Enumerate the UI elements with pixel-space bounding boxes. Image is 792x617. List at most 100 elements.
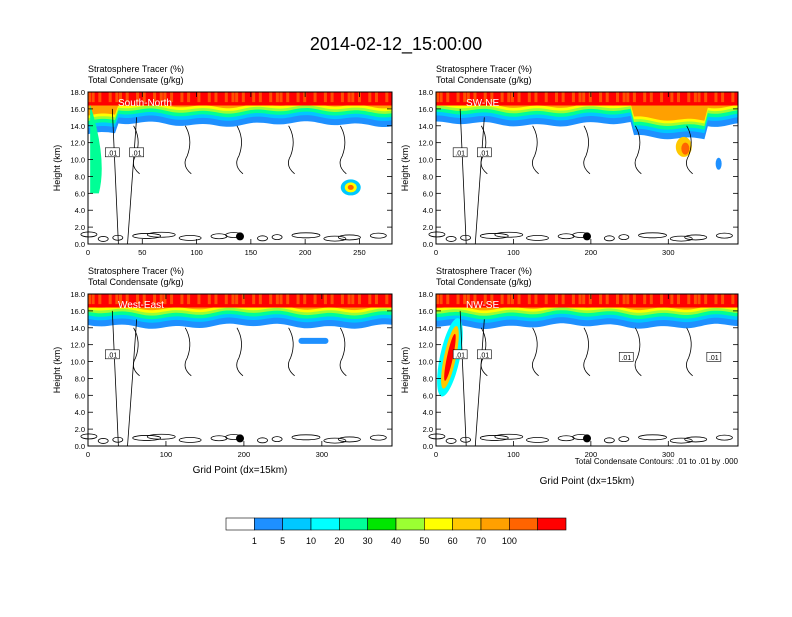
tracer-streak — [632, 294, 636, 305]
tracer-streak — [235, 92, 239, 103]
condensate-contour — [287, 327, 295, 377]
colorbar-swatch — [225, 517, 255, 531]
tracer-streak — [704, 294, 708, 305]
tracer-streak — [115, 92, 119, 103]
condensate-contour — [146, 231, 176, 238]
tracer-streak — [119, 294, 123, 305]
tracer-band — [88, 103, 392, 121]
condensate-contour — [291, 434, 321, 441]
condensate-contour — [257, 235, 268, 242]
tracer-streak — [279, 294, 283, 305]
tracer-streak — [704, 92, 708, 103]
y-axis-label: Height (km) — [52, 347, 62, 394]
tracer-streak — [368, 294, 372, 305]
tracer-streak — [622, 294, 626, 305]
condensate-contour — [210, 435, 228, 442]
condensate-contour — [603, 437, 615, 444]
condensate-contour — [338, 234, 361, 241]
tracer-streak — [88, 92, 91, 103]
tracer-streak — [347, 92, 351, 103]
tracer-streak — [241, 294, 245, 305]
tracer-streak — [500, 92, 504, 103]
panel-sw-ne: .01 .01 0.0 2.0 4.0 6.0 8.0 10.0 12.0 14.0 16.0 18.… — [400, 64, 739, 257]
tracer-streak — [330, 92, 334, 103]
contour-label-box — [452, 147, 468, 158]
condensate-contour — [236, 327, 244, 377]
tracer-band — [436, 103, 738, 121]
panel-nw-se: .01 .01 .01 .01 0.0 2.0 4.0 6.0 8.0 10.0 12.0 14.0 1… — [400, 266, 739, 487]
x-tick-label: 0 — [434, 450, 438, 459]
contour-label-box — [477, 349, 492, 360]
condensate-contour — [271, 234, 283, 241]
condensate-contour — [684, 436, 708, 443]
tracer-streak — [582, 294, 586, 305]
condensate-contour — [132, 327, 140, 377]
tracer-streak — [687, 294, 691, 305]
contour-label-box — [452, 349, 468, 360]
tracer-streak — [197, 92, 201, 103]
colorbar-swatch — [424, 517, 453, 531]
panel-title-line1: Stratosphere Tracer (%) — [88, 266, 184, 276]
figure-title: 2014-02-12_15:00:00 — [310, 34, 482, 55]
tracer-streak — [490, 92, 494, 103]
x-tick-label: 150 — [245, 248, 258, 257]
colorbar-swatch — [282, 517, 312, 531]
tracer-streak — [714, 92, 718, 103]
y-tick-label: 16.0 — [70, 307, 85, 316]
tracer-streak — [632, 92, 636, 103]
tracer-streak — [214, 294, 218, 305]
tracer-streak — [385, 92, 389, 103]
tracer-streak — [351, 294, 355, 305]
condensate-contours — [428, 108, 733, 245]
x-tick-label: 0 — [434, 248, 438, 257]
panel-cross-section-label: NW-SE — [466, 300, 499, 311]
y-axis-label: Height (km) — [400, 145, 410, 192]
tracer-streak — [626, 92, 630, 103]
colorbar-label: 60 — [448, 536, 458, 546]
condensate-contours — [428, 310, 733, 447]
tracer-streak — [187, 294, 191, 305]
tracer-streak — [224, 92, 228, 103]
y-tick-label: 12.0 — [70, 341, 85, 350]
tracer-streak — [286, 294, 290, 305]
tracer-streak — [436, 294, 439, 305]
y-tick-label: 6.0 — [75, 391, 85, 400]
condensate-contour — [428, 231, 446, 238]
y-tick-label: 0.0 — [423, 240, 433, 249]
location-marker — [236, 434, 244, 443]
tracer-streak — [374, 92, 378, 103]
condensate-contour — [634, 125, 642, 175]
condensate-contour — [445, 438, 457, 444]
contour-label: .01 — [132, 150, 142, 157]
condensate-contour — [111, 310, 138, 447]
condensate-contour — [531, 327, 539, 377]
panel-title-line2: Total Condensate (g/kg) — [436, 277, 532, 287]
condensate-contour — [716, 232, 733, 239]
tracer-streak — [351, 92, 355, 103]
tracer-streak — [108, 92, 112, 103]
tracer-streak — [275, 92, 279, 103]
colorbar-label: 20 — [334, 536, 344, 546]
condensate-contour — [479, 233, 509, 239]
y-tick-label: 2.0 — [75, 223, 85, 232]
panel-cross-section-label: West-East — [118, 300, 164, 311]
condensate-contour — [684, 234, 708, 241]
tracer-streak — [446, 92, 450, 103]
tracer-streak — [241, 92, 245, 103]
tracer-streak — [605, 294, 609, 305]
contour-label-box — [706, 352, 722, 362]
tracer-streak — [98, 92, 102, 103]
tracer-streak — [561, 294, 565, 305]
condensate-contour — [669, 437, 693, 444]
tracer-streak — [599, 294, 603, 305]
y-tick-label: 16.0 — [70, 105, 85, 114]
tracer-streak — [527, 92, 531, 103]
y-tick-label: 16.0 — [418, 307, 433, 316]
tracer-streak — [599, 92, 603, 103]
condensate-contour — [531, 125, 539, 175]
condensate-contour — [634, 327, 642, 377]
tracer-blob — [347, 184, 354, 190]
condensate-contour — [271, 436, 283, 443]
tracer-streak — [385, 294, 389, 305]
